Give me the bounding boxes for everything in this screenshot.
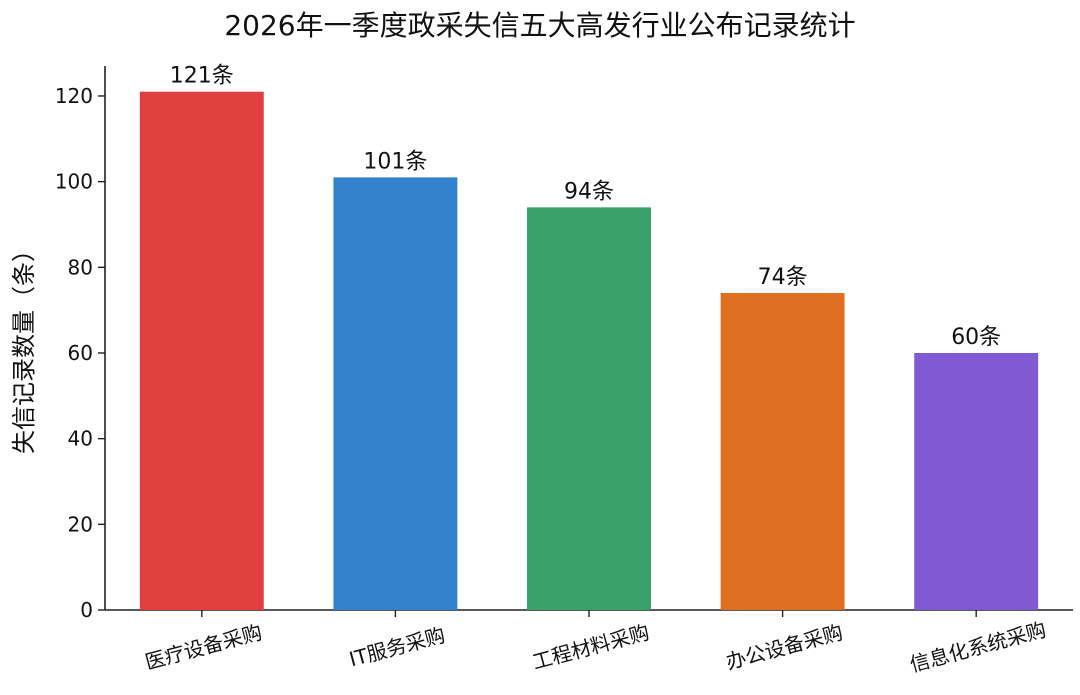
- bar-data-label: 94条: [564, 179, 614, 204]
- y-tick-label: 20: [68, 512, 93, 536]
- bar-data-label: 101条: [363, 149, 427, 174]
- x-tick-label: 信息化系统采购: [907, 617, 1048, 676]
- bar: [333, 177, 458, 611]
- y-axis-title: 失信记录数量（条）: [10, 238, 38, 454]
- bar: [720, 293, 845, 610]
- bar: [914, 352, 1039, 610]
- bar: [527, 207, 651, 611]
- bar-data-label: 60条: [951, 325, 1001, 350]
- bar-data-label: 121条: [170, 64, 234, 89]
- x-tick-label: 工程材料采购: [530, 620, 652, 674]
- y-tick-label: 40: [68, 427, 93, 451]
- y-tick-label: 100: [55, 170, 93, 194]
- chart-title: 2026年一季度政采失信五大高发行业公布记录统计: [224, 9, 856, 42]
- y-tick-label: 120: [55, 84, 93, 108]
- bar-data-label: 74条: [758, 265, 808, 290]
- bar: [139, 91, 264, 610]
- y-tick-label: 0: [80, 598, 93, 622]
- x-tick-label: IT服务采购: [347, 623, 448, 672]
- y-tick-label: 80: [68, 255, 93, 279]
- x-tick-label: 办公设备采购: [723, 620, 845, 674]
- y-tick-label: 60: [68, 341, 93, 365]
- x-tick-label: 医疗设备采购: [142, 620, 264, 674]
